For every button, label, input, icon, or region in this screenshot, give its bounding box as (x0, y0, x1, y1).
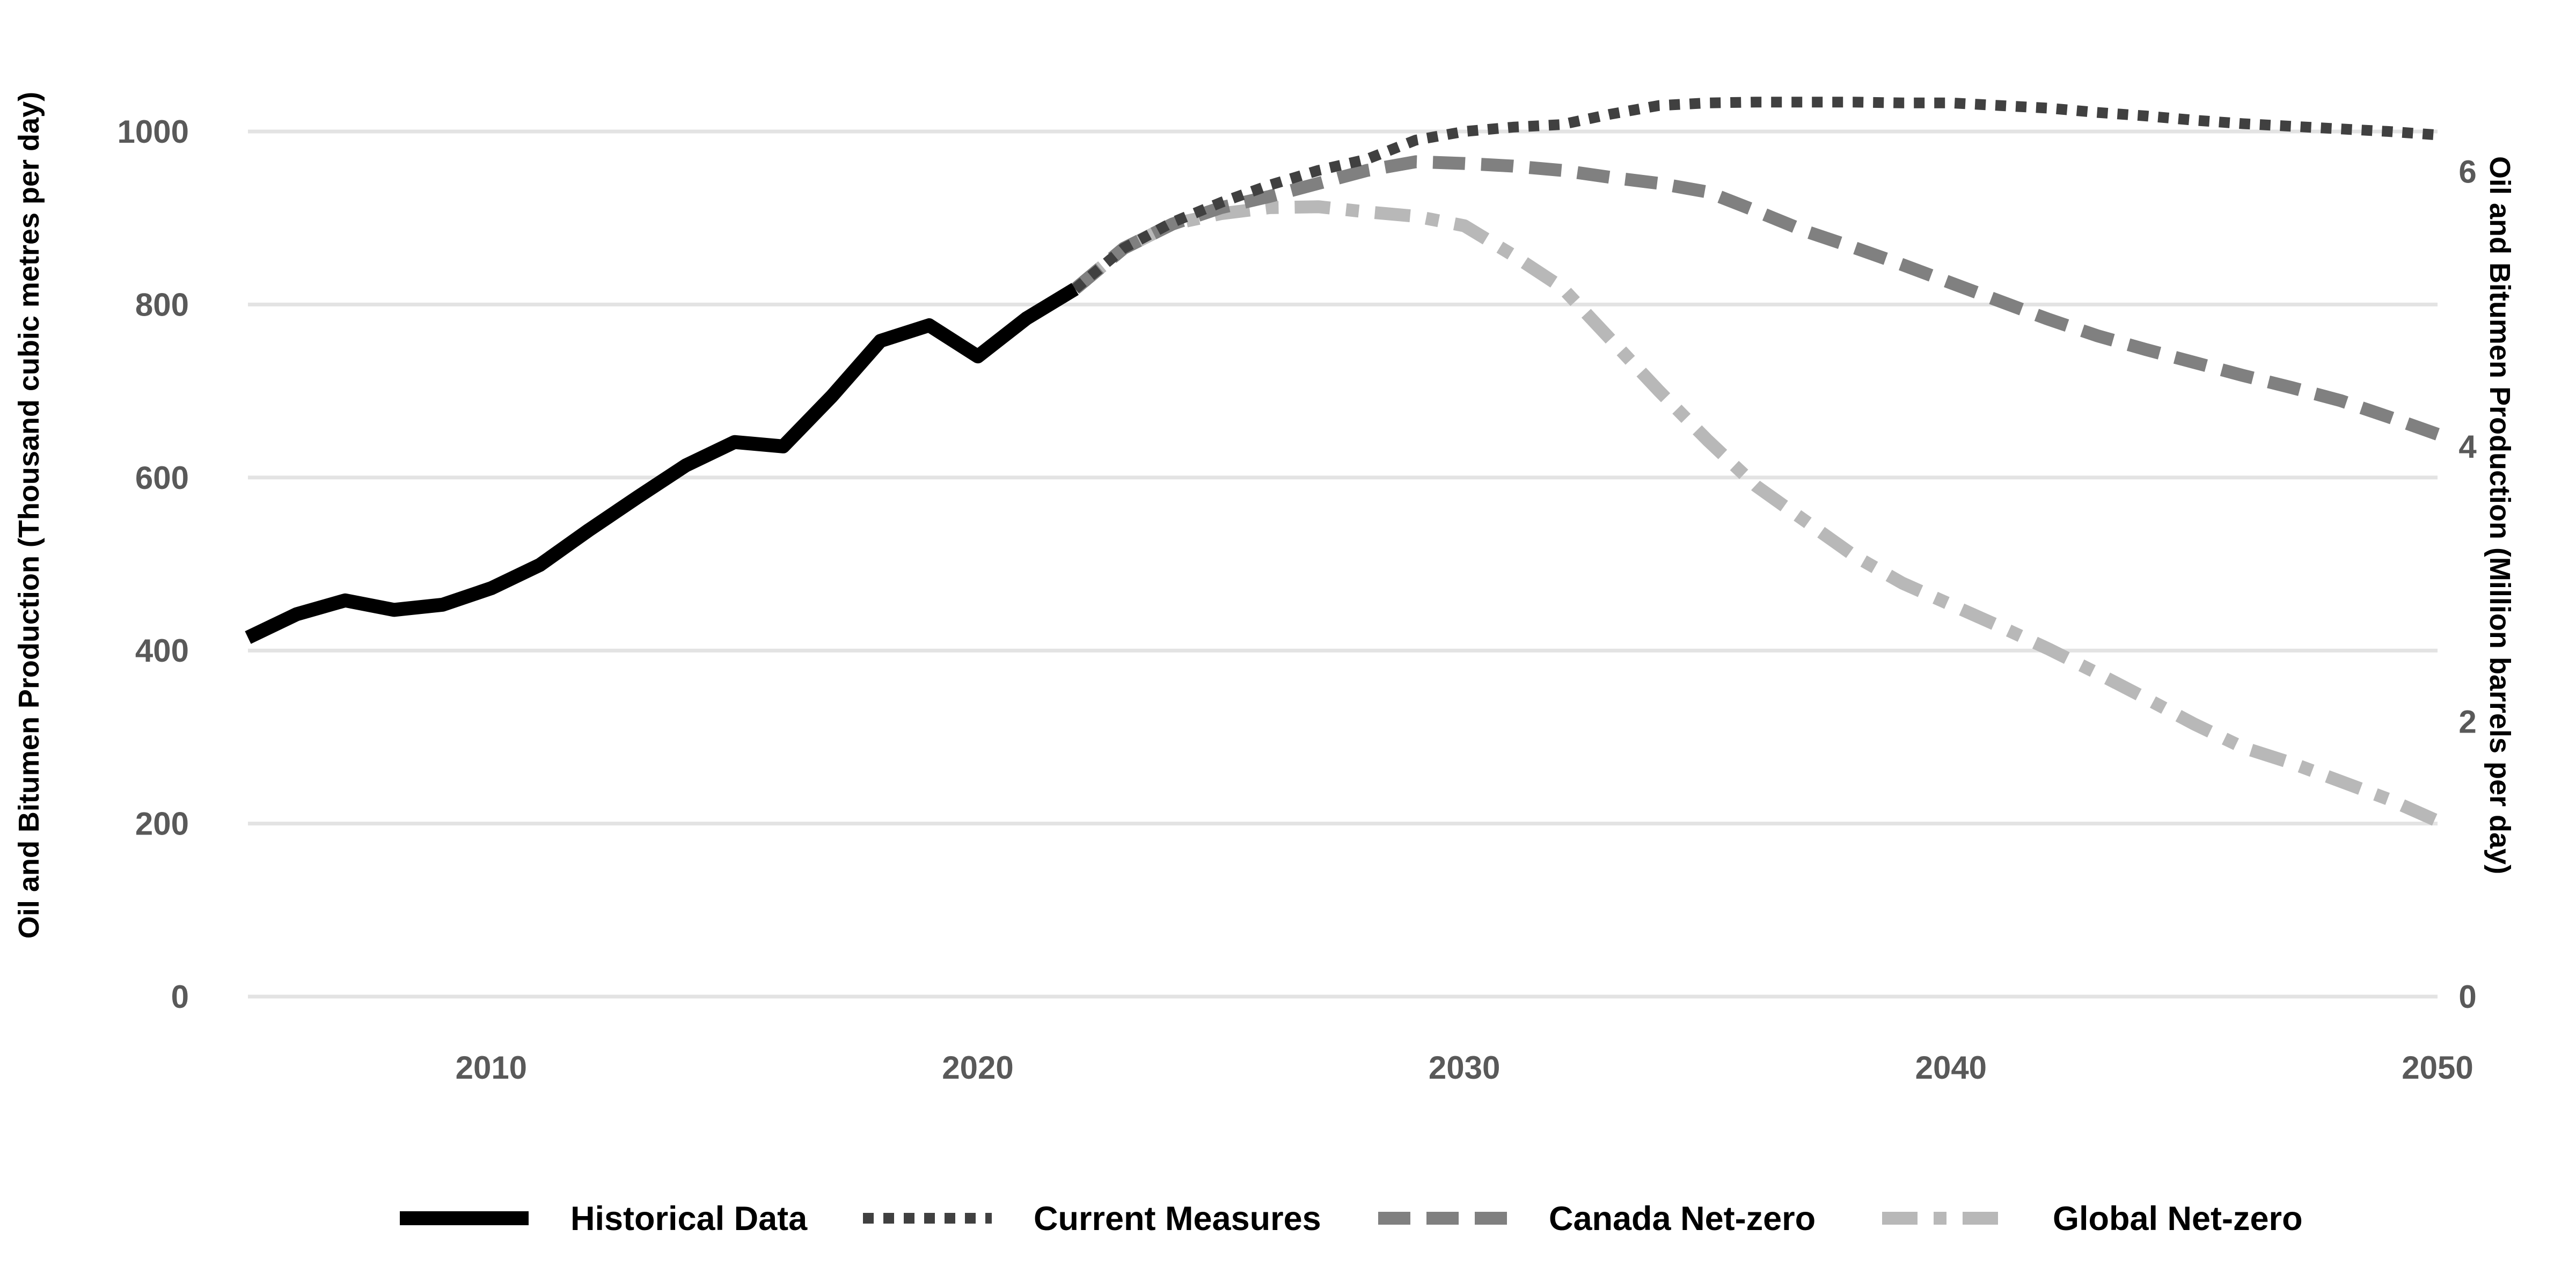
legend-label-current-measures: Current Measures (1034, 1200, 1321, 1238)
gridlines (248, 129, 2438, 999)
series-line-current-measures (1071, 97, 2438, 294)
right-y-axis-title: Oil and Bitumen Production (Million barr… (2484, 156, 2516, 874)
x-axis-ticks: 2010 2020 2030 2040 2050 (456, 1050, 2473, 1086)
legend-label-global-net-zero: Global Net-zero (2053, 1200, 2303, 1238)
left-y-axis-title: Oil and Bitumen Production (Thousand cub… (13, 92, 45, 939)
x-tick-label: 2040 (1915, 1050, 1987, 1086)
series-line-historical-data (245, 283, 1079, 644)
left-y-tick-label: 400 (135, 633, 189, 669)
x-tick-label: 2010 (456, 1050, 527, 1086)
left-y-tick-label: 200 (135, 806, 189, 842)
left-y-tick-label: 600 (135, 460, 189, 496)
x-tick-label: 2030 (1429, 1050, 1500, 1086)
right-y-tick-label: 2 (2458, 704, 2476, 740)
legend-label-canada-net-zero: Canada Net-zero (1549, 1200, 1816, 1238)
right-y-axis-ticks: 0 2 4 6 (2458, 153, 2477, 1015)
legend: Historical Data Current Measures Canada Ne… (400, 1200, 2303, 1238)
right-y-tick-label: 6 (2458, 153, 2476, 189)
left-y-axis-ticks: 0 200 400 600 800 1000 (118, 114, 189, 1015)
legend-label-historical-data: Historical Data (570, 1200, 808, 1238)
x-tick-label: 2020 (942, 1050, 1013, 1086)
series-line-global-net-zero (1071, 200, 2440, 827)
left-y-tick-label: 1000 (118, 114, 189, 150)
left-y-tick-label: 0 (171, 979, 189, 1015)
right-y-tick-label: 4 (2458, 429, 2477, 465)
series-lines (245, 97, 2440, 827)
x-tick-label: 2050 (2402, 1050, 2473, 1086)
right-y-tick-label: 0 (2458, 979, 2476, 1015)
left-y-tick-label: 800 (135, 287, 189, 323)
series-line-canada-net-zero (1071, 155, 2440, 441)
